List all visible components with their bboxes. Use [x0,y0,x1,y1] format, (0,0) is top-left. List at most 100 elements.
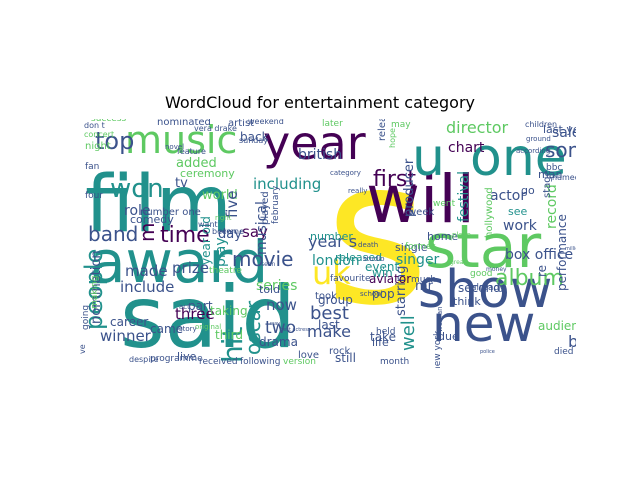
word-best: best [310,303,349,324]
word-three: three [175,305,215,323]
word-play: play [213,237,229,267]
word-police: police [480,349,495,355]
word-director: director [446,119,509,137]
word-u: u [412,128,445,188]
word-sunday: sunday [239,136,268,145]
word-act: act [179,303,190,311]
word-become: become [212,227,244,236]
word-singer: singer [396,252,440,268]
word-starring: starring [394,266,409,316]
word-two: two [265,318,296,338]
word-life: life [372,336,389,349]
word-tv: tv [175,176,188,191]
word-favourite: favourite [330,274,371,284]
word-cloud: said s film will award star show new one u year mus… [80,119,576,368]
word-single: single [395,241,428,254]
word-fan: fan [85,162,99,172]
word-include: include [120,278,174,296]
word-rock: rock [329,346,351,357]
word-last: last [318,318,340,332]
word-number: number [310,230,353,243]
word-hollywood: hollywood [484,187,495,238]
word-week: week [408,207,434,218]
word-won: won [110,174,164,204]
word-movie: movie [232,247,293,271]
word-don-t: don t [84,121,105,130]
word-producer: producer [402,158,417,217]
word-played: played [260,191,271,225]
word-third: third [215,328,243,342]
word-taking: taking [210,304,248,318]
word-right: right [215,214,232,222]
word-time: time [160,223,210,248]
word-according: according [516,147,550,155]
word-category: category [330,169,361,177]
word-despite: despite [129,355,159,364]
word-comedy: comedy [130,213,174,226]
word-now: now [266,296,297,314]
word-performance: performance [555,214,569,291]
word-told: told [259,283,280,296]
word-re: re [535,265,549,277]
word-work: work [503,218,538,234]
word-year: year [263,119,366,170]
word-first: first [373,167,416,192]
word-world: world [202,188,238,203]
word-took: took [315,291,337,302]
word-due: due [438,330,459,343]
word-death: death [358,241,378,249]
word-ceremony: ceremony [180,167,235,180]
word-money: money [486,266,507,273]
word-way: way [270,321,280,327]
word-top: top [95,127,134,155]
word-bbc: bbc [546,163,562,173]
word-event: event [365,260,399,274]
word-named-best: named best [552,173,576,182]
word-award: award [90,228,268,296]
word-much: much [411,275,436,285]
word-already: already [471,283,505,293]
word-record: record [544,184,560,229]
word-nomination: nomination [89,250,104,324]
word-million: million [565,246,576,252]
word-year-s: year s [308,232,357,251]
word-british: british [298,147,342,163]
word-vera-drake: vera drake [194,124,237,133]
word-music: music [125,119,237,162]
word-version: version [283,357,316,367]
word-feature: feature [177,147,206,156]
word-studio: studio [363,255,385,263]
word-see: see [508,205,527,218]
chart-title: WordCloud for entertainment category [165,93,475,112]
word-box-office: box office [505,247,573,263]
word-nominated: nominated [157,119,211,128]
word-man: man [538,168,562,181]
word-children: children [525,120,557,129]
word-hit: hit [216,326,249,363]
word-went: went [433,199,456,209]
word-winner: winner [100,327,152,345]
word-later: later [322,119,343,129]
word-number-one: number one [140,207,201,218]
word-place: place [452,231,471,239]
word-m: m [135,223,159,242]
word-release: release [377,119,388,141]
word-film: film [85,160,232,250]
word-london: london [312,253,360,269]
word-live: live [177,350,197,363]
word-s: s [325,119,429,350]
word-released: released [335,251,382,264]
word-say: say [242,223,268,241]
word-pop: pop [372,287,395,301]
word-seen: seen [261,261,276,268]
word-artist: artist [228,119,254,129]
word-day: day [218,227,242,242]
word-really: really [348,187,367,195]
word-actor: actor [490,188,526,204]
word-make: make [307,322,351,341]
word-mr: mr [415,279,434,294]
word-oscar: oscar [241,300,265,355]
word-never: never [219,228,237,235]
